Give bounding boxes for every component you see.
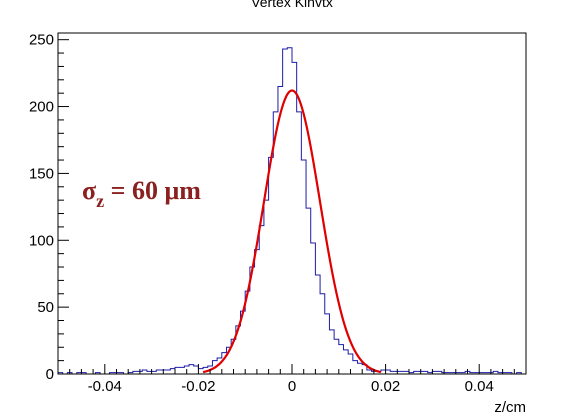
gaussian-fit-curve xyxy=(202,89,382,374)
sigma-subscript: z xyxy=(96,191,104,211)
x-tick-label: -0.04 xyxy=(88,378,122,395)
x-tick-label: 0.04 xyxy=(465,378,494,395)
y-tick-label: 200 xyxy=(29,99,54,116)
y-tick-label: 100 xyxy=(29,232,54,249)
sigma-value: = 60 μm xyxy=(104,176,201,205)
gaussian-fit-series xyxy=(202,89,382,374)
axes: -0.04 -0.02 0 0.02 0.04 0 50 100 150 200 250 xyxy=(29,32,527,395)
x-tick-label: 0.02 xyxy=(371,378,400,395)
sigma-symbol: σ xyxy=(82,176,96,205)
histogram-outline xyxy=(58,47,526,375)
x-tick-label: -0.02 xyxy=(181,378,215,395)
y-tick-label: 250 xyxy=(29,32,54,49)
chart-title: Vertex Kinvtx xyxy=(251,0,333,10)
x-axis-label: z/cm xyxy=(494,399,526,416)
y-tick-label: 0 xyxy=(46,366,54,383)
histogram-series xyxy=(58,47,526,375)
y-tick-label: 150 xyxy=(29,165,54,182)
x-tick-label: 0 xyxy=(288,378,296,395)
y-tick-label: 50 xyxy=(37,299,54,316)
sigma-annotation: σz = 60 μm xyxy=(82,176,201,211)
